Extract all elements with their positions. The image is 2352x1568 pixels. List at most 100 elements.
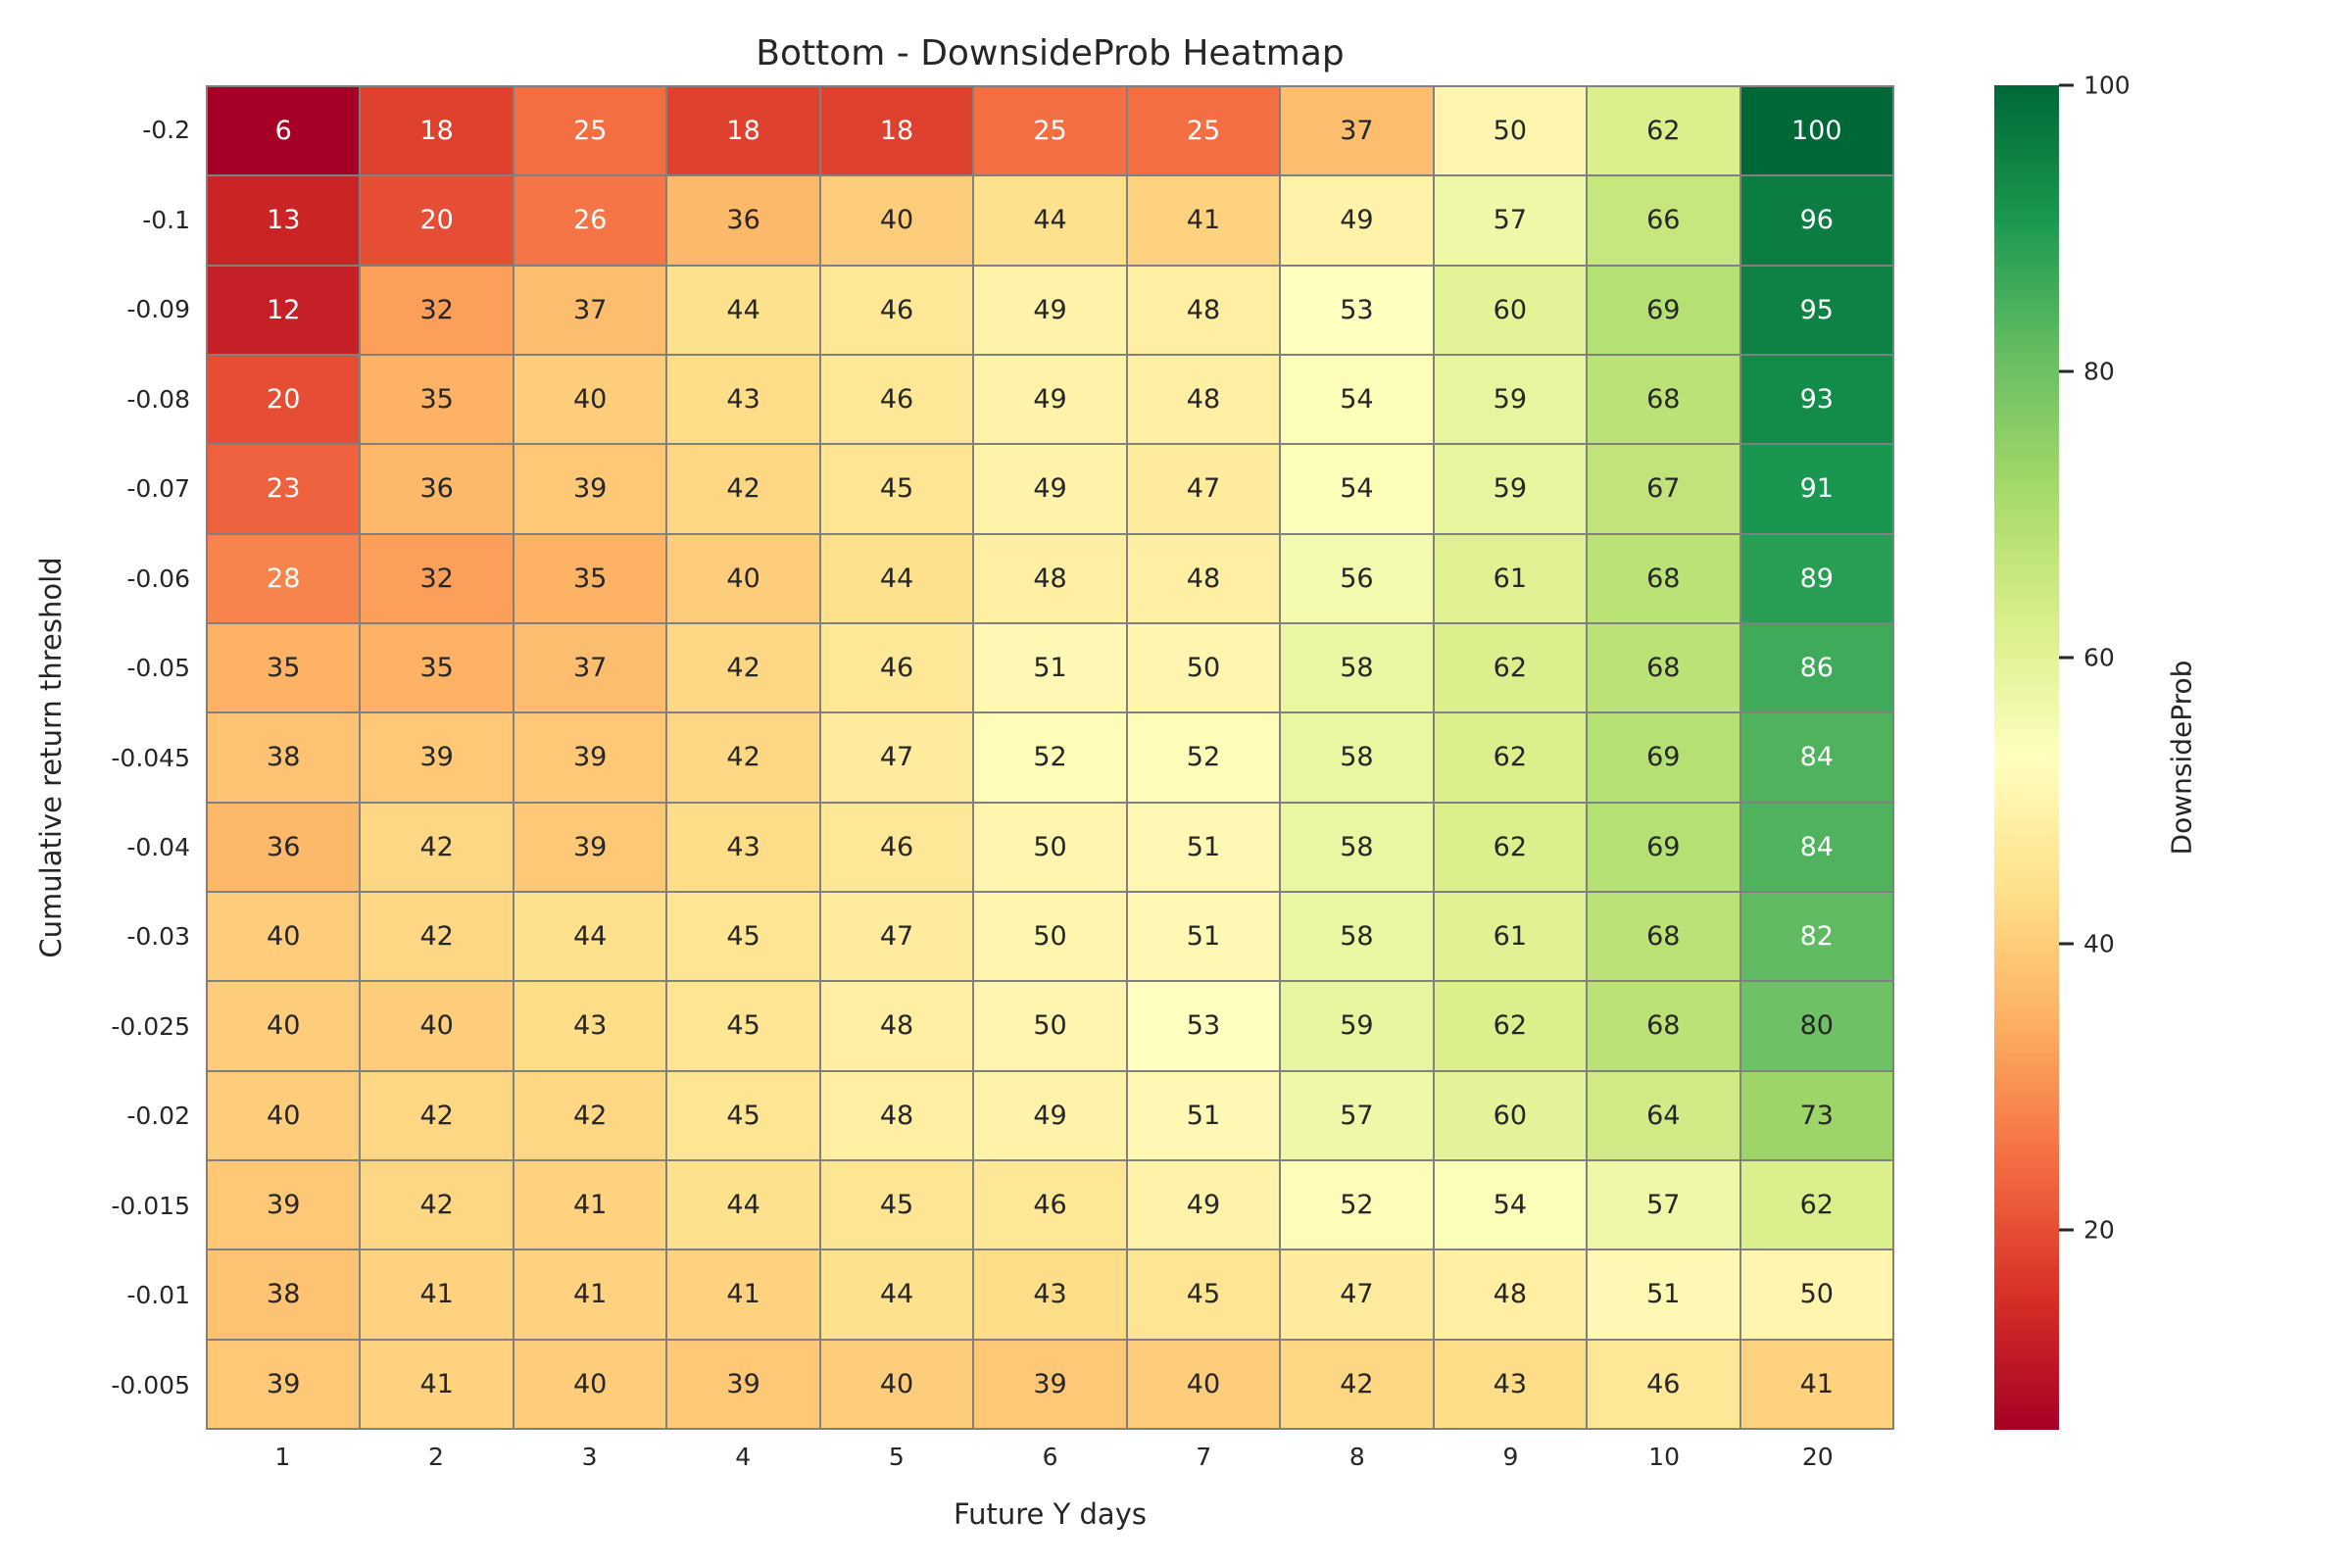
- heatmap-cell: 38: [208, 713, 360, 802]
- heatmap-cell: 39: [361, 713, 513, 802]
- y-tick-label: -0.07: [126, 474, 190, 504]
- heatmap-cell: 20: [208, 356, 360, 444]
- heatmap-cell: 39: [974, 1340, 1126, 1428]
- heatmap-cell: 40: [514, 356, 666, 444]
- colorbar: [1994, 85, 2059, 1430]
- x-tick-label: 6: [1042, 1443, 1058, 1471]
- heatmap-cell: 41: [1127, 176, 1280, 265]
- heatmap-cell: 48: [1434, 1250, 1587, 1339]
- heatmap-cell: 82: [1740, 893, 1892, 981]
- heatmap-cell: 61: [1434, 534, 1587, 622]
- heatmap-cell: 42: [514, 1071, 666, 1159]
- heatmap-cell: 45: [667, 1071, 819, 1159]
- colorbar-tick-value: 20: [2083, 1215, 2115, 1245]
- heatmap-cell: 50: [1740, 1250, 1892, 1339]
- heatmap-cell: 49: [1281, 176, 1433, 265]
- heatmap-cell: 57: [1434, 176, 1587, 265]
- y-tick-label: -0.025: [111, 1011, 190, 1041]
- y-tick-label: -0.04: [126, 832, 190, 861]
- heatmap-cell: 42: [361, 893, 513, 981]
- heatmap-cell: 67: [1588, 445, 1740, 533]
- heatmap-cell: 35: [361, 624, 513, 712]
- heatmap-cell: 41: [1740, 1340, 1892, 1428]
- heatmap-cell: 68: [1588, 534, 1740, 622]
- heatmap-cell: 39: [514, 713, 666, 802]
- heatmap-cell: 48: [1127, 266, 1280, 354]
- heatmap-cell: 46: [1588, 1340, 1740, 1428]
- heatmap-cell: 26: [514, 176, 666, 265]
- heatmap-cell: 42: [361, 1161, 513, 1250]
- heatmap-cell: 68: [1588, 356, 1740, 444]
- heatmap-cell: 59: [1434, 445, 1587, 533]
- y-tick-label: -0.06: [126, 564, 190, 593]
- heatmap-cell: 40: [361, 982, 513, 1070]
- heatmap-cell: 41: [667, 1250, 819, 1339]
- heatmap-cell: 68: [1588, 893, 1740, 981]
- heatmap-cell: 37: [514, 266, 666, 354]
- colorbar-tick-value: 80: [2083, 357, 2115, 386]
- heatmap-cell: 47: [820, 713, 973, 802]
- heatmap-cell: 40: [514, 1340, 666, 1428]
- heatmap-grid: 6 18 25 18 18 25 25 37 50 62 100 13 20 26 36 40 44 41 49 57…: [206, 85, 1894, 1430]
- heatmap-cell: 46: [974, 1161, 1126, 1250]
- heatmap-cell: 48: [820, 982, 973, 1070]
- heatmap-cell: 13: [208, 176, 360, 265]
- heatmap-cell: 84: [1740, 713, 1892, 802]
- colorbar-tick-mark: [2059, 83, 2074, 87]
- heatmap-cell: 44: [820, 534, 973, 622]
- heatmap-cell: 66: [1588, 176, 1740, 265]
- colorbar-label: DownsideProb: [2165, 660, 2198, 856]
- heatmap-cell: 53: [1127, 982, 1280, 1070]
- heatmap-cell: 42: [361, 1071, 513, 1159]
- colorbar-tick: 80: [2059, 357, 2115, 385]
- heatmap-cell: 54: [1434, 1161, 1587, 1250]
- heatmap-cell: 46: [820, 266, 973, 354]
- heatmap-cell: 51: [1127, 893, 1280, 981]
- heatmap-cell: 12: [208, 266, 360, 354]
- y-tick-label: -0.2: [142, 116, 190, 145]
- heatmap-cell: 40: [820, 176, 973, 265]
- heatmap-cell: 47: [1281, 1250, 1433, 1339]
- heatmap-cell: 51: [974, 624, 1126, 712]
- colorbar-tick-value: 60: [2083, 643, 2115, 672]
- heatmap-cell: 50: [1434, 87, 1587, 175]
- heatmap-cell: 44: [820, 1250, 973, 1339]
- heatmap-cell: 50: [974, 982, 1126, 1070]
- y-tick-label: -0.045: [111, 743, 190, 772]
- heatmap-cell: 60: [1434, 1071, 1587, 1159]
- colorbar-tick: 60: [2059, 643, 2115, 671]
- colorbar-tick-mark: [2059, 942, 2074, 946]
- heatmap-cell: 50: [974, 893, 1126, 981]
- heatmap-cell: 53: [1281, 266, 1433, 354]
- x-tick-label: 2: [428, 1443, 444, 1471]
- heatmap-cell: 44: [974, 176, 1126, 265]
- heatmap-cell: 41: [361, 1250, 513, 1339]
- heatmap-cell: 45: [667, 893, 819, 981]
- heatmap-cell: 49: [974, 445, 1126, 533]
- heatmap-cell: 47: [1127, 445, 1280, 533]
- heatmap-cell: 36: [208, 803, 360, 891]
- y-tick-label: -0.01: [126, 1281, 190, 1310]
- heatmap-cell: 39: [514, 803, 666, 891]
- colorbar-tick-mark: [2059, 1228, 2074, 1232]
- heatmap-cell: 58: [1281, 893, 1433, 981]
- heatmap-cell: 89: [1740, 534, 1892, 622]
- heatmap-cell: 100: [1740, 87, 1892, 175]
- heatmap-cell: 62: [1434, 713, 1587, 802]
- heatmap-cell: 35: [361, 356, 513, 444]
- heatmap-cell: 25: [514, 87, 666, 175]
- y-tick-label: -0.08: [126, 384, 190, 414]
- heatmap-cell: 46: [820, 356, 973, 444]
- y-tick-labels: -0.2 -0.1 -0.09 -0.08 -0.07 -0.06 -0.05 -0.045 -…: [0, 85, 190, 1430]
- heatmap-cell: 20: [361, 176, 513, 265]
- heatmap-cell: 50: [1127, 624, 1280, 712]
- heatmap-cell: 62: [1434, 803, 1587, 891]
- heatmap-cell: 48: [1127, 534, 1280, 622]
- heatmap-cell: 46: [820, 624, 973, 712]
- heatmap-cell: 96: [1740, 176, 1892, 265]
- heatmap-cell: 62: [1740, 1161, 1892, 1250]
- heatmap-cell: 69: [1588, 713, 1740, 802]
- heatmap-cell: 23: [208, 445, 360, 533]
- heatmap-cell: 48: [820, 1071, 973, 1159]
- heatmap-cell: 51: [1127, 803, 1280, 891]
